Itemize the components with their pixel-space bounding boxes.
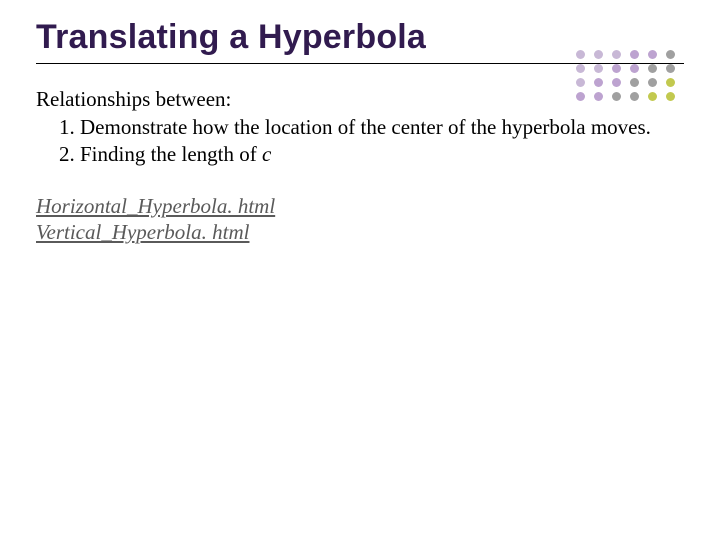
dot-icon (576, 64, 585, 73)
list-item-text: Finding the length of (80, 142, 262, 166)
slide: Translating a Hyperbola Relationships be… (0, 0, 720, 540)
slide-body: Relationships between: Demonstrate how t… (36, 86, 684, 245)
link-row: Horizontal_Hyperbola. html (36, 193, 684, 219)
horizontal-hyperbola-link[interactable]: Horizontal_Hyperbola. html (36, 194, 275, 218)
link-row: Vertical_Hyperbola. html (36, 219, 684, 245)
variable-c: c (262, 142, 271, 166)
list-item: Finding the length of c (80, 141, 684, 167)
links-block: Horizontal_Hyperbola. html Vertical_Hype… (36, 193, 684, 246)
dot-icon (648, 64, 657, 73)
list-item-text: Demonstrate how the location of the cent… (80, 115, 651, 139)
list-item: Demonstrate how the location of the cent… (80, 114, 684, 140)
dot-icon (630, 64, 639, 73)
dot-icon (612, 64, 621, 73)
dot-icon (666, 64, 675, 73)
slide-title: Translating a Hyperbola (36, 18, 684, 64)
dot-icon (594, 64, 603, 73)
intro-text: Relationships between: (36, 86, 684, 112)
numbered-list: Demonstrate how the location of the cent… (36, 114, 684, 167)
vertical-hyperbola-link[interactable]: Vertical_Hyperbola. html (36, 220, 249, 244)
